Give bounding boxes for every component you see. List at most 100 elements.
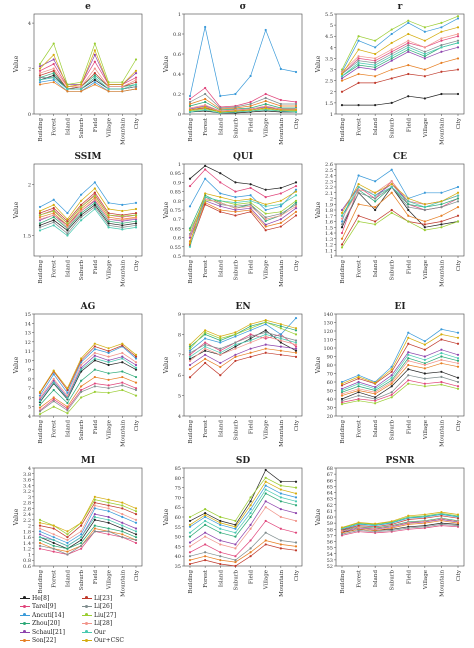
data-point — [440, 362, 443, 365]
data-point — [340, 237, 344, 240]
data-point — [134, 533, 138, 536]
data-point — [134, 78, 138, 82]
data-point — [66, 226, 69, 229]
data-point — [423, 203, 426, 206]
y-tick-label: 5.5 — [325, 12, 333, 18]
data-point — [204, 86, 207, 90]
data-point — [279, 349, 282, 352]
series-line — [341, 42, 459, 77]
data-point — [423, 229, 426, 232]
data-point — [340, 79, 344, 82]
data-point — [357, 188, 360, 191]
data-point — [294, 519, 298, 523]
data-point — [38, 71, 42, 75]
data-point — [219, 341, 222, 344]
data-point — [121, 361, 124, 364]
data-point — [204, 349, 207, 352]
data-point — [52, 396, 55, 399]
data-point — [264, 203, 267, 206]
y-tick-label: 15 — [25, 312, 31, 318]
x-tick-label: Building — [38, 420, 44, 444]
data-point — [52, 377, 55, 381]
data-point — [134, 81, 138, 84]
data-point — [134, 527, 138, 530]
data-point — [121, 222, 124, 225]
series-line — [39, 389, 137, 415]
data-point — [219, 337, 222, 340]
y-tick-label: 1.4 — [23, 541, 31, 547]
data-point — [390, 396, 393, 399]
data-point — [52, 216, 55, 219]
x-tick-label: Forest — [52, 419, 58, 438]
data-point — [204, 551, 207, 554]
data-point — [38, 518, 42, 521]
data-point — [279, 203, 282, 206]
x-tick-label: Village — [423, 118, 429, 138]
data-point — [423, 522, 426, 525]
y-tick-label: 0.7 — [173, 217, 181, 223]
data-point — [38, 76, 42, 79]
data-point — [66, 547, 69, 550]
data-point — [264, 331, 267, 334]
series-line — [39, 77, 137, 90]
data-point — [294, 199, 298, 202]
data-point — [107, 507, 110, 510]
data-point — [38, 403, 42, 406]
data-point — [188, 205, 192, 208]
series-line — [341, 515, 459, 531]
data-point — [107, 207, 110, 211]
data-point — [134, 507, 138, 510]
data-point — [423, 362, 426, 365]
series-line — [39, 346, 137, 396]
data-point — [121, 81, 124, 84]
x-tick-label: Field — [249, 118, 255, 133]
data-point — [134, 355, 138, 358]
data-point — [204, 543, 207, 546]
data-point — [340, 223, 344, 226]
data-point — [374, 392, 377, 395]
data-point — [204, 361, 207, 365]
legend-swatch — [82, 604, 92, 608]
y-tick-label: 1 — [178, 162, 181, 168]
data-point — [249, 329, 252, 332]
x-tick-label: City — [456, 259, 462, 271]
data-point — [121, 501, 124, 504]
data-point — [121, 388, 124, 392]
data-point — [407, 331, 410, 334]
data-point — [204, 100, 207, 104]
x-tick-label: Island — [218, 570, 224, 588]
y-tick-label: 0.6 — [23, 564, 31, 570]
data-point — [204, 535, 207, 538]
data-point — [294, 210, 298, 213]
data-point — [456, 39, 460, 42]
y-tick-label: 40 — [175, 554, 181, 560]
data-point — [264, 543, 267, 546]
data-point — [107, 498, 110, 501]
data-point — [357, 183, 360, 186]
data-point — [204, 519, 207, 523]
series-line — [341, 69, 459, 93]
data-point — [340, 104, 344, 107]
data-point — [107, 363, 110, 367]
data-point — [52, 527, 55, 530]
data-point — [390, 382, 393, 385]
data-point — [357, 64, 360, 67]
data-point — [340, 389, 344, 392]
data-point — [374, 399, 377, 402]
data-point — [423, 372, 426, 375]
data-point — [107, 216, 110, 219]
data-point — [294, 184, 298, 188]
data-point — [80, 533, 83, 536]
plot-frame — [335, 163, 465, 257]
x-tick-label: Suburb — [79, 118, 85, 139]
series-line — [189, 195, 297, 247]
data-point — [407, 342, 410, 345]
data-point — [52, 78, 55, 82]
data-point — [357, 191, 360, 194]
data-point — [204, 105, 207, 109]
series-line — [39, 496, 137, 532]
data-point — [440, 92, 443, 96]
data-point — [390, 520, 393, 523]
series-line — [341, 524, 459, 535]
y-tick-label: 55 — [175, 525, 181, 531]
